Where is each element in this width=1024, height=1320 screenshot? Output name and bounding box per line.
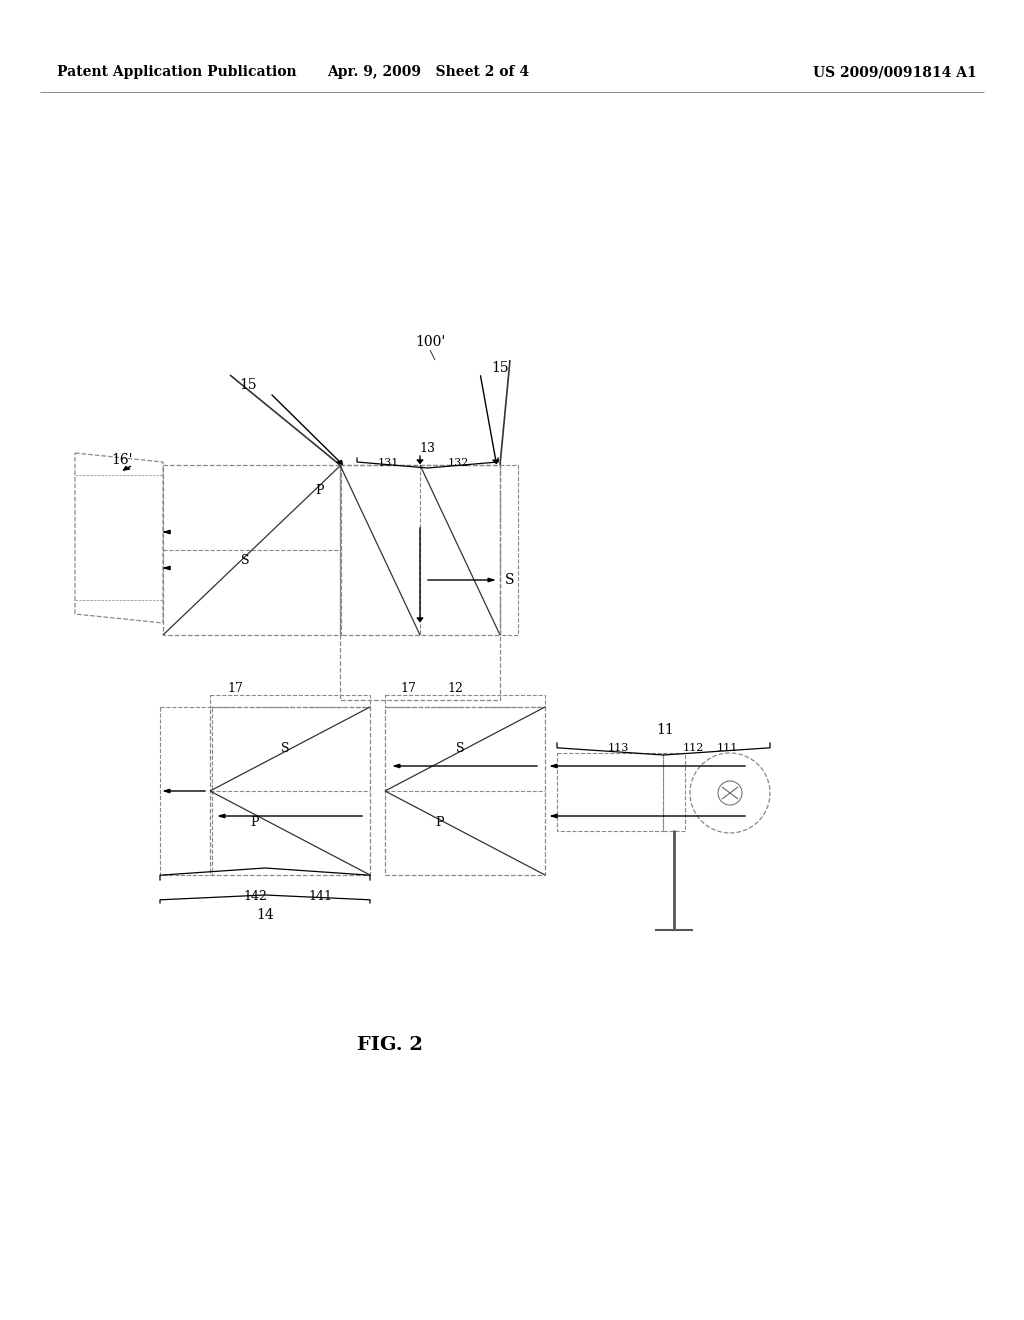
Text: 111: 111 <box>717 743 737 752</box>
Text: 131: 131 <box>377 458 398 469</box>
Text: S: S <box>281 742 289 755</box>
Text: 112: 112 <box>682 743 703 752</box>
Text: 113: 113 <box>607 743 629 752</box>
Text: FIG. 2: FIG. 2 <box>357 1036 423 1053</box>
Text: US 2009/0091814 A1: US 2009/0091814 A1 <box>813 65 977 79</box>
Text: 16': 16' <box>112 453 133 467</box>
Text: 15: 15 <box>492 360 509 375</box>
Text: Apr. 9, 2009   Sheet 2 of 4: Apr. 9, 2009 Sheet 2 of 4 <box>327 65 529 79</box>
Text: 141: 141 <box>308 891 332 903</box>
Text: P: P <box>251 817 259 829</box>
Text: S: S <box>505 573 515 587</box>
Text: Patent Application Publication: Patent Application Publication <box>57 65 297 79</box>
Text: 14: 14 <box>256 908 273 921</box>
Text: 15: 15 <box>240 378 257 392</box>
Text: P: P <box>436 817 444 829</box>
Text: 11: 11 <box>656 723 674 737</box>
Text: S: S <box>241 553 249 566</box>
Text: P: P <box>315 483 325 496</box>
Text: 142: 142 <box>243 891 267 903</box>
Text: S: S <box>456 742 464 755</box>
Text: 17: 17 <box>227 681 243 694</box>
Text: 17: 17 <box>400 681 416 694</box>
Text: 12: 12 <box>447 681 463 694</box>
Text: 100': 100' <box>415 335 445 348</box>
Text: 13: 13 <box>419 441 435 454</box>
Text: 132: 132 <box>447 458 469 469</box>
